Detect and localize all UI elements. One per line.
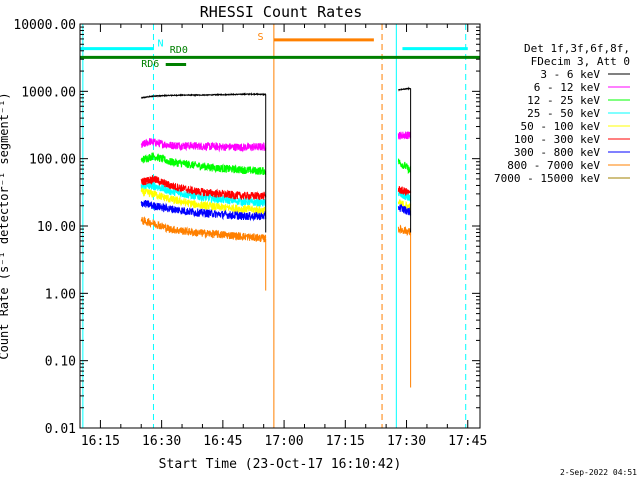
x-tick-label: 16:30	[142, 434, 181, 449]
x-tick-label: 17:00	[265, 434, 304, 449]
annotation-label-rd0: RD0	[170, 45, 188, 56]
legend-label: 800 - 7000 keV	[507, 159, 600, 172]
y-tick-label: 0.10	[45, 355, 76, 370]
legend-header-line: Det 1f,3f,6f,8f,	[524, 42, 630, 55]
y-tick-label: 0.01	[45, 422, 76, 437]
series-line-2-1	[397, 158, 412, 174]
series-line-5-0	[140, 175, 267, 201]
series-line-6-0	[140, 199, 267, 222]
chart-title: RHESSI Count Rates	[200, 3, 363, 21]
legend-label: 300 - 800 keV	[514, 146, 600, 159]
series-line-1-1	[397, 131, 412, 140]
x-tick-label: 16:15	[81, 434, 120, 449]
series-line-3-1	[397, 189, 412, 203]
legend-header-line: FDecim 3, Att 0	[531, 55, 630, 68]
x-tick-label: 17:15	[326, 434, 365, 449]
legend-label: 100 - 300 keV	[514, 133, 600, 146]
x-axis-title: Start Time (23-Oct-17 16:10:42)	[159, 457, 402, 472]
legend-label: 50 - 100 keV	[521, 120, 601, 133]
series-line-7-1	[397, 224, 412, 236]
series-line-6-1	[397, 203, 412, 216]
y-tick-label: 1000.00	[21, 85, 76, 100]
legend-label: 12 - 25 keV	[527, 94, 600, 107]
y-tick-label: 1.00	[45, 287, 76, 302]
series-line-1-0	[140, 138, 267, 153]
annotation-label-s: S	[258, 32, 264, 43]
legend-label: 7000 - 15000 keV	[494, 172, 600, 185]
legend-label: 6 - 12 keV	[534, 81, 601, 94]
x-tick-label: 17:30	[387, 434, 426, 449]
legend-label: 25 - 50 keV	[527, 107, 600, 120]
series-line-4-0	[140, 187, 267, 215]
y-tick-label: 10.00	[37, 220, 76, 235]
x-tick-label: 16:45	[203, 434, 242, 449]
series-line-2-0	[140, 152, 267, 176]
series-line-0-0	[140, 92, 267, 100]
series-line-5-1	[397, 186, 412, 196]
series-line-7-0	[140, 216, 267, 243]
x-tick-label: 17:45	[448, 434, 487, 449]
legend-label: 3 - 6 keV	[540, 68, 600, 81]
y-tick-label: 10000.00	[13, 18, 76, 33]
series-line-3-0	[140, 181, 266, 208]
timestamp: 2-Sep-2022 04:51	[560, 468, 637, 477]
annotation-label-n: N	[158, 39, 164, 50]
y-axis-title: Count Rate (s⁻¹ detector⁻¹ segment⁻¹)	[0, 92, 11, 359]
annotation-label-rd6: RD6	[141, 59, 159, 70]
y-tick-label: 100.00	[29, 153, 76, 168]
series-line-0-1	[398, 86, 412, 92]
